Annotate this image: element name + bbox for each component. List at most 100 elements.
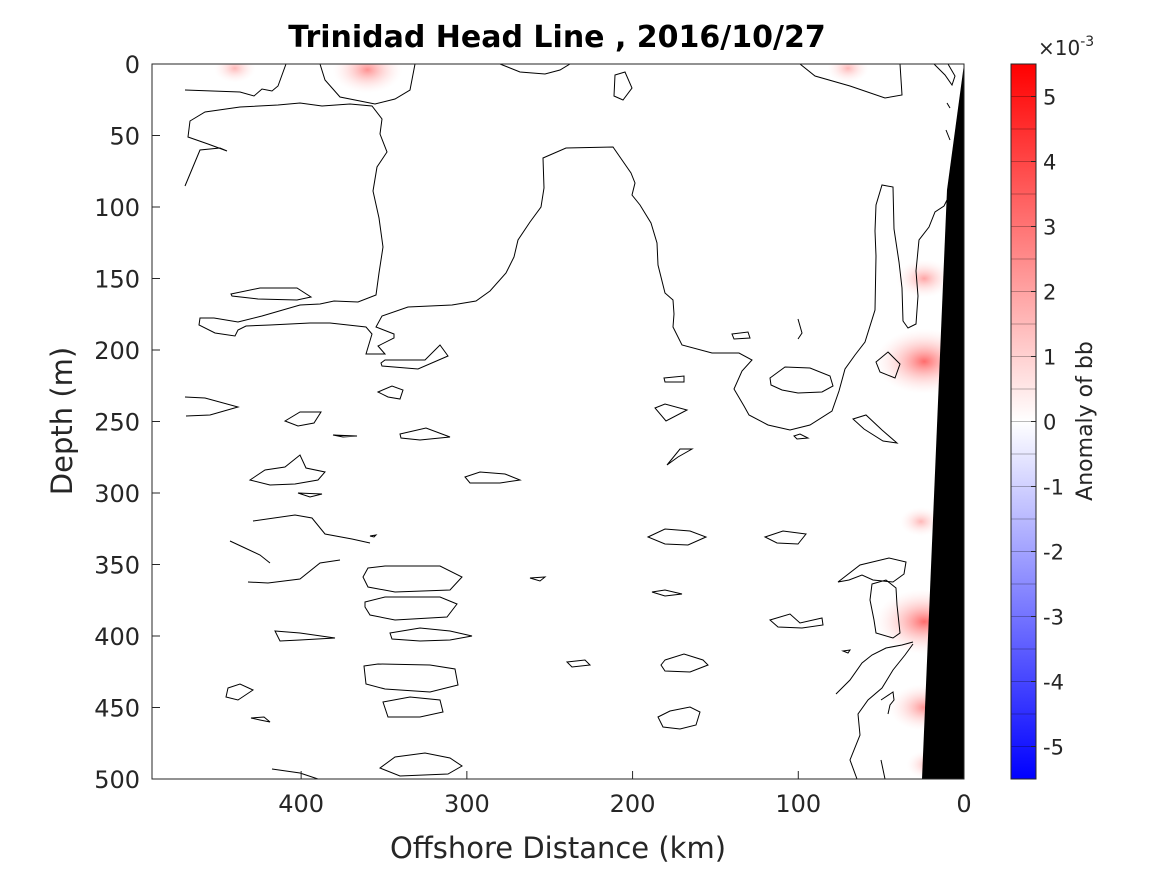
bathymetry-fill (922, 64, 964, 779)
colorbar-tick-label: 3 (1043, 216, 1056, 240)
contour-line (184, 64, 287, 97)
x-axis-label: Offshore Distance (km) (390, 831, 726, 865)
x-tick-label: 100 (775, 790, 821, 818)
contour-line (529, 576, 547, 582)
colorbar-tick-label: -1 (1043, 476, 1064, 500)
colorbar-tick-label: 5 (1043, 86, 1056, 110)
x-tick-label: 300 (444, 790, 490, 818)
contour-line (225, 683, 255, 701)
colorbar-tick-label: 2 (1043, 281, 1056, 305)
y-tick-label: 100 (94, 194, 140, 222)
contour-line (184, 102, 948, 431)
colorbar-tick-label: 4 (1043, 151, 1056, 175)
colorbar-tick-label: -2 (1043, 541, 1064, 565)
y-tick-label: 150 (94, 266, 140, 294)
x-tick-label: 400 (278, 790, 324, 818)
x-tick-label: 0 (956, 790, 971, 818)
contour-line (248, 454, 326, 486)
contour-line (565, 659, 592, 668)
contour-line (380, 344, 449, 370)
y-tick-label: 0 (125, 51, 140, 79)
contour-line (945, 129, 951, 141)
contour-line (297, 492, 323, 498)
contour-line (274, 630, 336, 642)
anomaly-patch (332, 64, 403, 94)
contour-line (763, 530, 807, 545)
y-tick-label: 250 (94, 409, 140, 437)
contour-line (319, 64, 416, 105)
colorbar-tick-label: -3 (1043, 606, 1064, 630)
plot-area (152, 64, 964, 779)
contour-line (835, 641, 914, 695)
y-tick-label: 50 (109, 123, 140, 151)
contour-line (382, 696, 444, 718)
contour-line (793, 433, 810, 440)
contour-line (252, 514, 371, 544)
colorbar-exponent-base: ×10 (1038, 36, 1080, 60)
contour-line (946, 102, 951, 109)
contour-line (283, 411, 322, 427)
contour-line (852, 414, 899, 444)
contour-line (799, 64, 903, 99)
contour-line (369, 534, 378, 538)
x-axis: 400 300 200 100 0 (278, 771, 972, 818)
y-tick-label: 400 (94, 623, 140, 651)
contour-line (797, 318, 803, 340)
y-tick-label: 350 (94, 552, 140, 580)
x-tick-label: 200 (610, 790, 656, 818)
contour-line (378, 752, 463, 777)
colorbar-tick-label: -5 (1043, 736, 1064, 760)
y-tick-label: 300 (94, 480, 140, 508)
contour-line (880, 759, 886, 779)
contour-line (768, 613, 824, 629)
contour-line (399, 427, 451, 441)
contour-line (769, 366, 834, 394)
contour-line (229, 540, 271, 564)
colorbar-exponent-power: -3 (1080, 34, 1094, 50)
contour-line (464, 471, 522, 484)
contour-line (271, 768, 319, 779)
anomaly-patch (896, 259, 953, 298)
anomaly-patch (827, 64, 869, 83)
zero-contours (184, 64, 956, 779)
contour-line (880, 691, 895, 715)
contour-line (250, 716, 271, 723)
contour-line (389, 627, 473, 642)
colorbar-tick-label: 0 (1043, 411, 1056, 435)
contour-line (646, 528, 708, 546)
contour-line (613, 71, 633, 101)
chart-title: Trinidad Head Line , 2016/10/27 (288, 20, 825, 55)
contour-line (875, 351, 901, 379)
y-tick-label: 200 (94, 337, 140, 365)
colorbar-tick-label: -4 (1043, 671, 1064, 695)
contour-line (663, 375, 685, 383)
contour-line (666, 448, 694, 466)
colorbar-tick-label: 1 (1043, 346, 1056, 370)
anomaly-patch (213, 64, 256, 83)
colorbar-exponent: ×10-3 (1038, 34, 1094, 60)
contour-line (651, 589, 683, 597)
contour-line (731, 331, 751, 340)
y-tick-label: 450 (94, 695, 140, 723)
colorbar-level-lines (1011, 96, 1036, 747)
y-axis: 0 50 100 150 200 250 300 350 400 450 500 (94, 51, 160, 794)
contour-line (332, 434, 358, 438)
contour-line (362, 565, 463, 593)
contour-line (376, 385, 404, 400)
contour-line (841, 649, 852, 654)
anomaly-patch (899, 507, 942, 537)
contour-line (657, 706, 701, 730)
contour-line (364, 596, 458, 621)
contour-line (230, 287, 313, 301)
contour-line (660, 653, 709, 673)
contour-line (363, 663, 459, 693)
contour-line (654, 403, 689, 422)
contour-line (499, 64, 571, 75)
contour-line (247, 559, 341, 584)
y-axis-label: Depth (m) (45, 347, 79, 495)
colorbar-ticks: -5 -4 -3 -2 -1 0 1 2 3 4 5 (1031, 86, 1064, 760)
y-tick-label: 500 (94, 766, 140, 794)
colorbar-label: Anomaly of bb (1073, 341, 1098, 501)
contour-line (849, 643, 914, 779)
